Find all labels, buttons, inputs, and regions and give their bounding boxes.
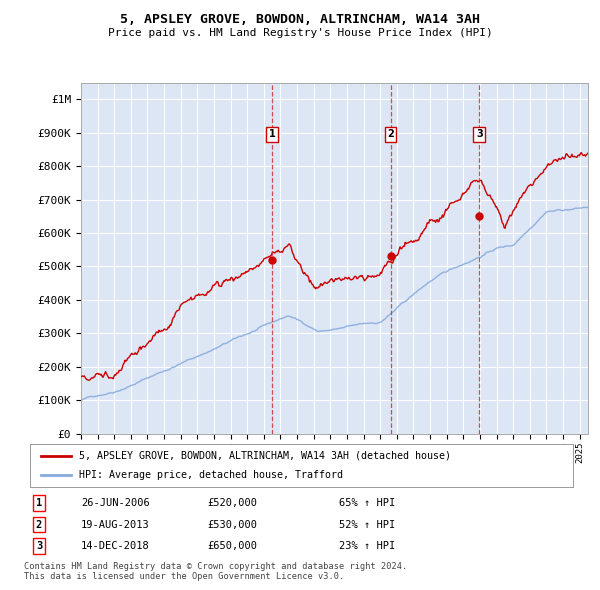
Text: 14-DEC-2018: 14-DEC-2018: [81, 542, 150, 551]
Text: £650,000: £650,000: [207, 542, 257, 551]
Text: £530,000: £530,000: [207, 520, 257, 529]
Text: 5, APSLEY GROVE, BOWDON, ALTRINCHAM, WA14 3AH (detached house): 5, APSLEY GROVE, BOWDON, ALTRINCHAM, WA1…: [79, 451, 451, 461]
Text: 3: 3: [476, 129, 482, 139]
Text: Contains HM Land Registry data © Crown copyright and database right 2024.: Contains HM Land Registry data © Crown c…: [24, 562, 407, 571]
Text: 26-JUN-2006: 26-JUN-2006: [81, 498, 150, 507]
Text: £520,000: £520,000: [207, 498, 257, 507]
Text: HPI: Average price, detached house, Trafford: HPI: Average price, detached house, Traf…: [79, 470, 343, 480]
Text: 19-AUG-2013: 19-AUG-2013: [81, 520, 150, 529]
Text: 65% ↑ HPI: 65% ↑ HPI: [339, 498, 395, 507]
Text: 5, APSLEY GROVE, BOWDON, ALTRINCHAM, WA14 3AH: 5, APSLEY GROVE, BOWDON, ALTRINCHAM, WA1…: [120, 13, 480, 26]
Text: 1: 1: [269, 129, 275, 139]
Text: 2: 2: [36, 520, 42, 529]
Text: 1: 1: [36, 498, 42, 507]
Text: 23% ↑ HPI: 23% ↑ HPI: [339, 542, 395, 551]
Text: Price paid vs. HM Land Registry's House Price Index (HPI): Price paid vs. HM Land Registry's House …: [107, 28, 493, 38]
Text: 3: 3: [36, 542, 42, 551]
Text: 52% ↑ HPI: 52% ↑ HPI: [339, 520, 395, 529]
Text: This data is licensed under the Open Government Licence v3.0.: This data is licensed under the Open Gov…: [24, 572, 344, 581]
Text: 2: 2: [388, 129, 394, 139]
